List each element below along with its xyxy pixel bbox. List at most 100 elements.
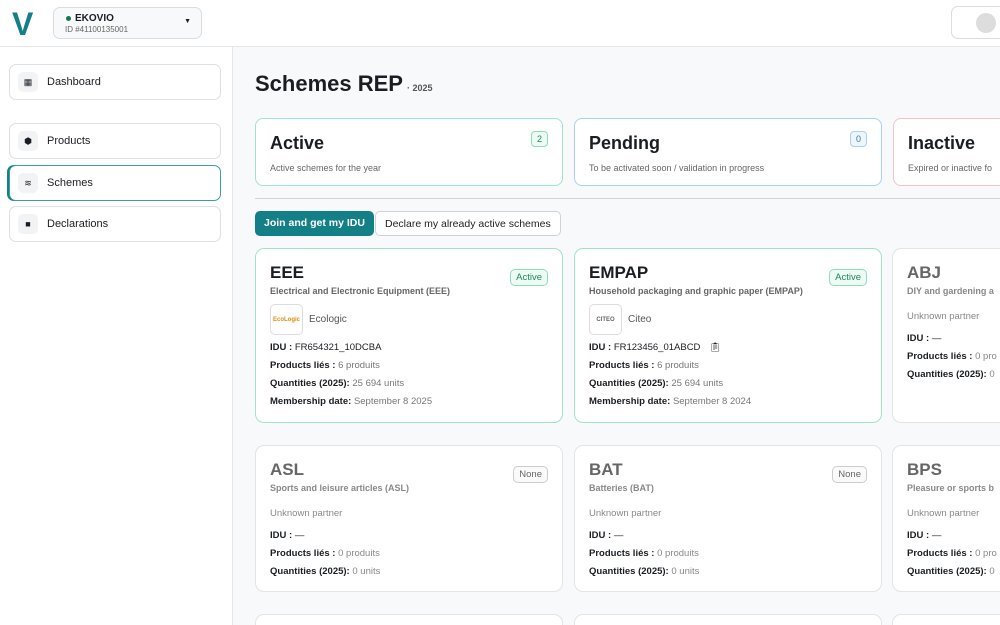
- products-value: 0 pro: [975, 351, 997, 362]
- quantities-value: 0: [989, 369, 995, 380]
- sidebar-item-label: Schemes: [47, 177, 93, 189]
- idu-label: IDU :: [270, 530, 293, 541]
- ecologic-logo: EcoLogic: [270, 304, 303, 335]
- products-value: 0 produits: [338, 548, 380, 559]
- page-title: Schemes REP · 2025: [255, 71, 433, 97]
- join-idu-button[interactable]: Join and get my IDU: [255, 211, 374, 236]
- quantities-label: Quantities (2025):: [270, 566, 350, 577]
- copy-icon[interactable]: 📋︎: [709, 342, 722, 353]
- scheme-code: BAT: [589, 460, 623, 479]
- quantities-label: Quantities (2025):: [907, 369, 987, 380]
- org-name: EKOVIO: [75, 13, 114, 24]
- scheme-card-abj[interactable]: ABJ DIY and gardening a Unknown partner …: [892, 248, 1000, 423]
- quantities-value: 0 units: [352, 566, 381, 577]
- scheme-name: Household packaging and graphic paper (E…: [589, 286, 803, 296]
- idu-label: IDU :: [907, 530, 930, 541]
- idu-label: IDU :: [589, 530, 612, 541]
- user-menu-button[interactable]: [951, 6, 1000, 39]
- scheme-card-empap[interactable]: EMPAP Household packaging and graphic pa…: [574, 248, 882, 423]
- idu-value: —: [613, 530, 624, 541]
- scheme-code: EMPAP: [589, 263, 649, 282]
- idu-value: FR654321_10DCBA: [294, 342, 382, 353]
- summary-card-active[interactable]: Active Active schemes for the year 2: [255, 118, 563, 186]
- grid-icon: ▦: [18, 72, 38, 92]
- declare-active-schemes-button[interactable]: Declare my already active schemes: [375, 211, 561, 236]
- products-label: Products liés :: [907, 548, 973, 559]
- scheme-code: ABJ: [907, 263, 942, 282]
- quantities-value: 25 694 units: [352, 378, 405, 389]
- layers-icon: ≋: [18, 173, 38, 193]
- main-content: Schemes REP · 2025 Active Active schemes f…: [233, 47, 1000, 625]
- sidebar-item-products[interactable]: ⬢ Products: [9, 123, 221, 159]
- scheme-card-bps[interactable]: BPS Pleasure or sports b Unknown partner…: [892, 445, 1000, 592]
- sidebar-item-label: Declarations: [47, 218, 109, 230]
- products-value: 0 produits: [657, 548, 699, 559]
- sidebar-item-dashboard[interactable]: ▦ Dashboard: [9, 64, 221, 100]
- idu-value: FR123456_01ABCD: [613, 342, 701, 353]
- avatar: [976, 13, 996, 33]
- membership-value: September 8 2025: [353, 396, 433, 407]
- status-badge: Active: [829, 269, 867, 286]
- partner-name: Unknown partner: [589, 508, 662, 519]
- sidebar-item-declarations[interactable]: ■ Declarations: [9, 206, 221, 242]
- membership-label: Membership date:: [270, 396, 352, 407]
- quantities-label: Quantities (2025):: [589, 378, 669, 389]
- membership-label: Membership date:: [589, 396, 671, 407]
- page-year: · 2025: [406, 83, 433, 93]
- products-label: Products liés :: [589, 360, 655, 371]
- summary-desc: To be activated soon / validation in pro…: [589, 163, 765, 173]
- products-value: 0 pro: [975, 548, 997, 559]
- scheme-card-eee[interactable]: EEE Electrical and Electronic Equipment …: [255, 248, 563, 423]
- status-badge: None: [832, 466, 867, 483]
- scheme-name: Sports and leisure articles (ASL): [270, 483, 410, 493]
- box-icon: ⬢: [18, 131, 38, 151]
- sidebar: ▦ Dashboard ⬢ Products ≋ Schemes ■ Declarati…: [0, 47, 233, 625]
- scheme-name: DIY and gardening a: [907, 286, 994, 296]
- products-label: Products liés :: [907, 351, 973, 362]
- app-logo[interactable]: V: [12, 6, 34, 42]
- products-value: 6 produits: [657, 360, 699, 371]
- idu-value: —: [294, 530, 305, 541]
- status-badge: None: [513, 466, 548, 483]
- idu-label: IDU :: [907, 333, 930, 344]
- scheme-card[interactable]: [255, 614, 563, 625]
- summary-card-inactive[interactable]: Inactive Expired or inactive fo: [893, 118, 1000, 186]
- partner-name: Unknown partner: [907, 311, 980, 322]
- partner-name: Citeo: [628, 314, 652, 325]
- idu-label: IDU :: [589, 342, 612, 353]
- scheme-code: BPS: [907, 460, 942, 479]
- top-header: V EKOVIO ID #41100135001 ▼: [0, 0, 1000, 47]
- sidebar-item-label: Dashboard: [47, 76, 101, 88]
- document-icon: ■: [18, 214, 38, 234]
- products-label: Products liés :: [270, 548, 336, 559]
- status-badge: Active: [510, 269, 548, 286]
- scheme-card[interactable]: [574, 614, 882, 625]
- quantities-label: Quantities (2025):: [270, 378, 350, 389]
- idu-value: —: [931, 530, 942, 541]
- scheme-name: Electrical and Electronic Equipment (EEE…: [270, 286, 451, 296]
- chevron-down-icon: ▼: [184, 18, 191, 25]
- scheme-card-bat[interactable]: BAT Batteries (BAT) None Unknown partner…: [574, 445, 882, 592]
- quantities-value: 25 694 units: [671, 378, 724, 389]
- summary-card-pending[interactable]: Pending To be activated soon / validation…: [574, 118, 882, 186]
- scheme-card[interactable]: [892, 614, 1000, 625]
- divider: [255, 198, 1000, 199]
- summary-desc: Active schemes for the year: [270, 163, 382, 173]
- scheme-code: ASL: [270, 460, 304, 479]
- quantities-value: 0: [989, 566, 995, 577]
- page-title-text: Schemes REP: [255, 71, 403, 96]
- partner-name: Unknown partner: [907, 508, 980, 519]
- sidebar-item-schemes[interactable]: ≋ Schemes: [9, 165, 221, 201]
- partner-name: Ecologic: [309, 314, 347, 325]
- organization-selector[interactable]: EKOVIO ID #41100135001 ▼: [53, 7, 202, 39]
- count-badge: 2: [530, 131, 548, 147]
- sidebar-item-label: Products: [47, 135, 91, 147]
- products-value: 6 produits: [338, 360, 380, 371]
- quantities-label: Quantities (2025):: [907, 566, 987, 577]
- scheme-card-asl[interactable]: ASL Sports and leisure articles (ASL) No…: [255, 445, 563, 592]
- products-label: Products liés :: [270, 360, 336, 371]
- products-label: Products liés :: [589, 548, 655, 559]
- summary-title: Inactive: [908, 133, 976, 153]
- summary-title: Active: [270, 133, 325, 153]
- summary-title: Pending: [589, 133, 660, 153]
